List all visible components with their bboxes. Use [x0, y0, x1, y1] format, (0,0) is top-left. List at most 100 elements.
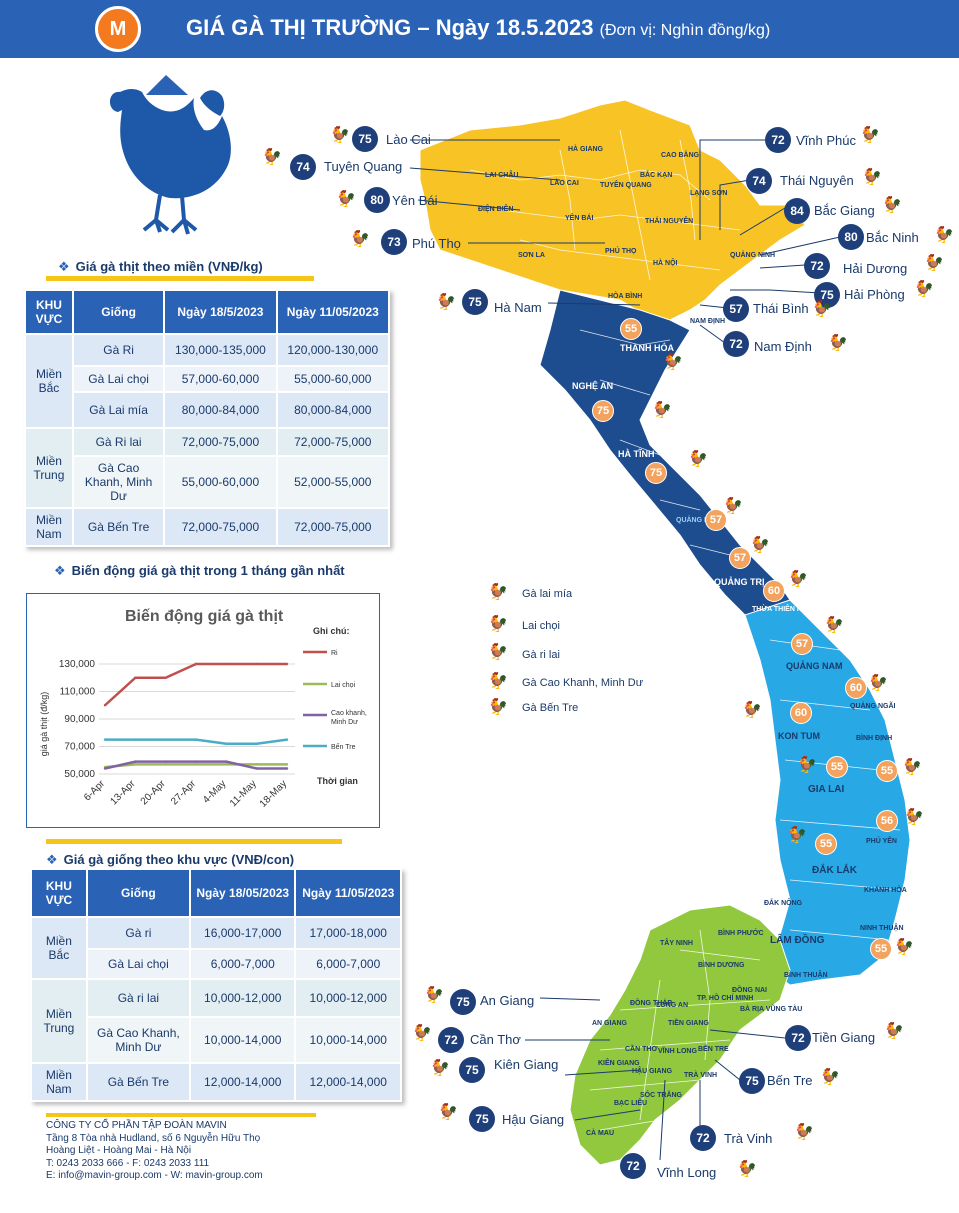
province-label: CÀ MAU [586, 1130, 614, 1137]
city-label: Hải Dương [843, 261, 908, 276]
x-tick-label: 20-Apr [139, 778, 168, 807]
province-label: KIÊN GIANG [598, 1060, 640, 1067]
chicken-purple-icon: 🐓 [424, 987, 444, 1004]
map-region-central-south [744, 599, 911, 986]
price-badge: 75 [352, 126, 378, 152]
orange-price-badge: 75 [645, 462, 667, 484]
city-label: Cần Thơ [470, 1032, 521, 1047]
chicken-blue-icon: 🐓 [812, 301, 832, 318]
province-label: TÂY NINH [660, 940, 693, 947]
province-label: ĐẮK NÔNG [764, 900, 803, 907]
data-point [255, 742, 258, 745]
price-badge: 75 [462, 289, 488, 315]
chicken-yellow-icon: 🐓 [862, 169, 882, 186]
col-breed: Giống [71, 289, 166, 335]
chicken-blue-icon: 🐓 [663, 354, 683, 371]
x-axis-label: Thời gian [317, 776, 358, 786]
data-point [255, 662, 258, 666]
data-point [164, 676, 167, 679]
province-label: BÌNH DƯƠNG [698, 962, 745, 969]
price-cell: 17,000-18,000 [294, 916, 402, 950]
data-point [255, 763, 258, 766]
x-tick-label: 27-Apr [169, 778, 198, 807]
data-point [103, 767, 107, 770]
price-badge: 75 [459, 1057, 485, 1083]
province-label: HÒA BÌNH [608, 293, 643, 300]
col-date2: Ngày 11/05/2023 [275, 289, 391, 335]
city-label: Tiền Giang [812, 1030, 876, 1045]
price-cell: 72,000-75,000 [163, 507, 278, 547]
chicken-purple-icon: 🐓 [737, 1161, 757, 1178]
price-cell: 80,000-84,000 [275, 391, 391, 429]
title-unit: (Đơn vị: Nghìn đồng/kg) [599, 22, 771, 39]
province-label: ĐỒNG THÁP [630, 1000, 672, 1007]
chart-title: Biến động giá gà thịt [125, 608, 284, 625]
chicken-yellow-icon: 🐓 [436, 294, 456, 311]
y-tick-label: 90,000 [64, 714, 95, 725]
data-point [103, 738, 107, 741]
breed-cell: Gà ri lai [85, 978, 192, 1018]
province-label: PHÚ YÊN [866, 838, 897, 845]
diamond-bullet-icon: ❖ [58, 259, 70, 274]
province-label: KON TUM [778, 731, 820, 741]
city-label: Hậu Giang [502, 1112, 565, 1127]
chicken-green-icon: 🐓 [882, 197, 902, 214]
chicken-purple-icon: 🐓 [820, 1069, 840, 1086]
price-cell: 6,000-7,000 [294, 948, 402, 980]
map-region-south [569, 904, 791, 1166]
gold-divider [46, 839, 342, 844]
gold-divider [46, 276, 314, 281]
province-label: BẾN TRE [698, 1046, 729, 1053]
province-label: BẠC LIÊU [614, 1100, 648, 1107]
data-point [134, 763, 137, 766]
data-point [194, 760, 198, 763]
gold-divider [46, 1113, 316, 1117]
data-point [134, 676, 137, 679]
data-point [255, 767, 258, 770]
province-label: LÀO CAI [550, 180, 579, 187]
city-label: An Giang [480, 993, 535, 1008]
province-label: QUẢNG TRỊ [714, 577, 765, 587]
province-label: THANH HÓA [620, 343, 674, 353]
diamond-bullet-icon: ❖ [54, 563, 66, 578]
company-name: CÔNG TY CỔ PHẦN TẬP ĐOÀN MAVIN [46, 1120, 227, 1131]
city-label: Nam Định [754, 339, 812, 354]
chicken-yellow-icon: 🐓 [828, 335, 848, 352]
chicken-yellow-icon: 🐓 [914, 281, 934, 298]
orange-price-badge: 55 [815, 833, 837, 855]
price-badge: 75 [814, 282, 840, 308]
x-tick-label: 18-May [258, 778, 289, 809]
province-label: BÌNH PHƯỚC [718, 930, 764, 937]
meat-price-table: KHU VỰC Giống Ngày 18/5/2023 Ngày 11/05/… [24, 289, 391, 547]
data-point [134, 738, 137, 741]
col-date2: Ngày 11/05/2023 [294, 868, 402, 918]
legend-label: Lai chọi [331, 682, 356, 689]
province-label: SƠN LA [518, 252, 545, 259]
chicken-blue-icon: 🐓 [788, 571, 808, 588]
y-axis-label: giá gà thịt (đ/kg) [39, 692, 49, 757]
legend-label: Gà lai mía [522, 588, 573, 600]
col-region: KHU VỰC [30, 868, 88, 918]
price-cell: 72,000-75,000 [163, 427, 278, 457]
price-badge: 75 [450, 989, 476, 1015]
col-date1: Ngày 18/5/2023 [163, 289, 278, 335]
chicken-blue-icon: 🐓 [723, 498, 743, 515]
province-label: HÀ GIANG [568, 146, 603, 153]
province-label: PHÚ THỌ [605, 248, 637, 255]
legend-label: Gà ri lai [522, 649, 560, 661]
city-label: Vĩnh Phúc [796, 133, 856, 148]
price-cell: 10,000-12,000 [188, 978, 297, 1018]
price-badge: 73 [381, 229, 407, 255]
orange-price-badge: 60 [845, 677, 867, 699]
province-label: QUẢNG NINH [730, 252, 776, 259]
price-trend-chart: Biến động giá gà thịt 50,000 70,000 90,000 1… [26, 593, 380, 828]
price-badge: 72 [620, 1153, 646, 1179]
province-label: SÓC TRĂNG [640, 1092, 682, 1099]
region-cell: Miền Trung [30, 978, 88, 1064]
legend-label: Lai chọi [522, 620, 560, 632]
province-label: QUẢNG BÌNH [676, 517, 722, 524]
y-tick-label: 130,000 [59, 659, 96, 670]
city-label: Bến Tre [767, 1073, 813, 1088]
province-label: KHÁNH HÒA [864, 887, 907, 894]
price-badge: 72 [785, 1025, 811, 1051]
